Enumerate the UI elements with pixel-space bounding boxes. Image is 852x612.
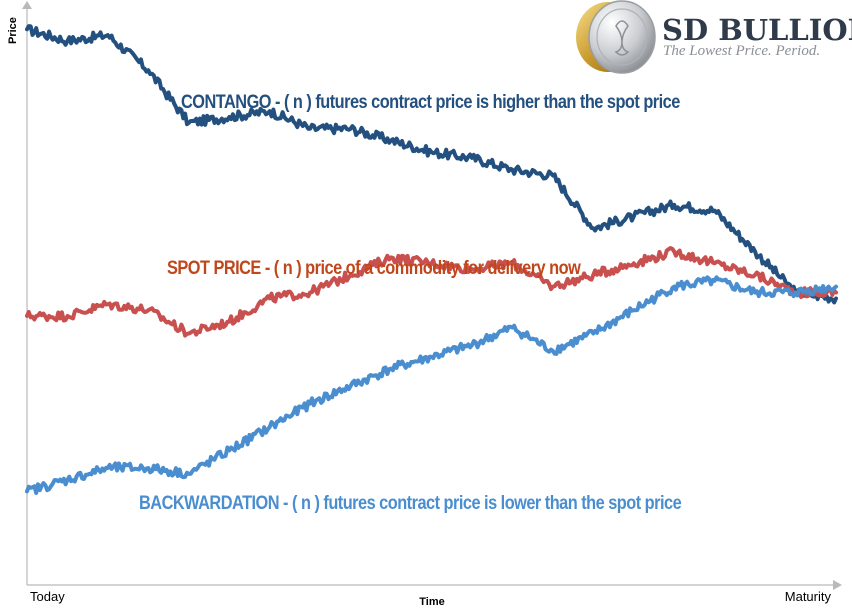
backwardation-label: BACKWARDATION - ( n ) futures contract p… bbox=[139, 493, 682, 514]
x-axis-arrow-icon bbox=[833, 580, 842, 590]
series-layer bbox=[25, 24, 838, 495]
x-tick-today: Today bbox=[30, 589, 65, 604]
logo: SD BULLION The Lowest Price. Period. bbox=[576, 0, 852, 74]
logo-tagline: The Lowest Price. Period. bbox=[663, 43, 820, 59]
logo-title: SD BULLION bbox=[662, 13, 852, 47]
spot-price-label: SPOT PRICE - ( n ) price of a commodity … bbox=[167, 258, 581, 279]
series-line-contango bbox=[25, 24, 838, 305]
contango-label: CONTANGO - ( n ) futures contract price … bbox=[181, 92, 680, 113]
y-axis-title: Price bbox=[7, 17, 19, 44]
series-line-spot-price bbox=[25, 246, 838, 338]
series-line-backwardation bbox=[25, 275, 838, 495]
x-axis-title: Time bbox=[419, 596, 444, 608]
y-axis-arrow-icon bbox=[22, 1, 32, 9]
x-tick-maturity: Maturity bbox=[785, 589, 832, 604]
coin-icon bbox=[576, 0, 656, 74]
